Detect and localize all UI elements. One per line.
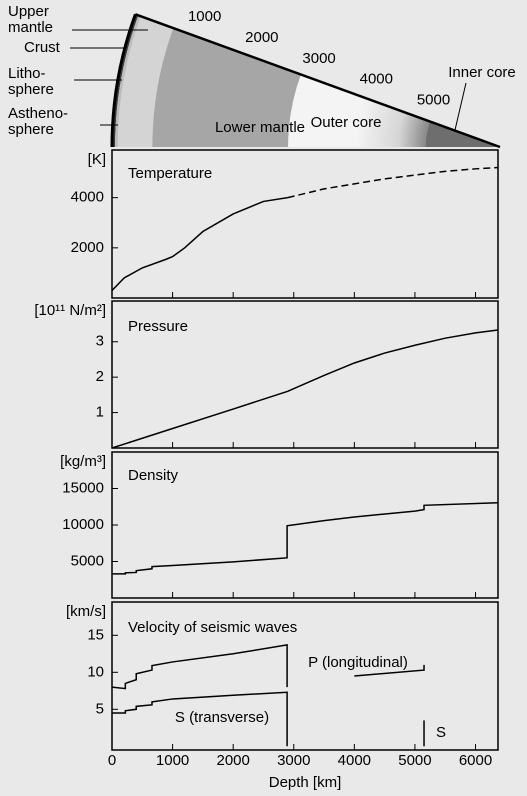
wedge-edge [134,13,501,149]
y-tick-label: 1 [96,404,104,421]
y-tick-label: 4000 [71,189,104,206]
panel-frame [111,601,499,751]
wedge-leaders [70,29,467,131]
panel-title: Pressure [128,318,188,335]
layer-label: Litho- [8,65,46,82]
y-tick-label: 2 [96,368,104,385]
layer-label: mantle [8,19,53,36]
panel-title: Density [128,467,179,484]
upper-mantle [117,16,174,147]
outer-core [288,74,430,147]
depth-mark-label: 4000 [360,71,393,88]
crust [112,14,139,147]
depth-mark-label: 2000 [245,29,278,46]
x-tick-label: 5000 [398,752,431,769]
y-unit-label: [10¹¹ N/m²] [34,302,106,319]
x-tick-label: 2000 [216,752,249,769]
layer-label: Upper [8,3,49,20]
y-tick-label: 10000 [62,516,104,533]
depth-mark-label: 3000 [302,50,335,67]
data-line [111,329,499,449]
x-tick-label: 4000 [338,752,371,769]
annotation: S (transverse) [175,709,269,726]
data-line [112,645,498,689]
earth-wedge [110,13,501,149]
layer-label: Astheno- [8,105,68,122]
panel-title: Temperature [128,165,212,182]
y-tick-label: 3 [96,333,104,350]
layer-label: Inner core [448,64,516,81]
y-tick-label: 15000 [62,479,104,496]
panel-title: Velocity of seismic waves [128,619,297,636]
lithosphere [115,15,141,147]
y-unit-label: [K] [88,151,106,168]
annotation: P (longitudinal) [308,654,408,671]
x-tick-label: 6000 [459,752,492,769]
depth-mark-label: 1000 [188,8,221,25]
x-tick-label: 0 [108,752,116,769]
y-tick-label: 5000 [71,552,104,569]
layer-label: Outer core [311,114,382,131]
y-unit-label: [kg/m³] [60,453,106,470]
x-tick-label: 3000 [277,752,310,769]
layer-label: Crust [24,39,61,56]
y-tick-label: 2000 [71,239,104,256]
panel-frame [111,149,499,299]
y-unit-label: [km/s] [66,603,106,620]
lower-mantle [152,28,301,147]
layer-label: sphere [8,81,54,98]
y-tick-label: 10 [87,663,104,680]
depth-mark-label: 5000 [417,91,450,108]
layer-label: Lower mantle [215,119,305,136]
layer-label: sphere [8,121,54,138]
y-tick-label: 5 [96,700,104,717]
data-line [287,166,499,199]
annotation: S [436,724,446,741]
data-line [112,501,499,575]
leader-line [454,82,467,131]
x-axis-label: Depth [km] [269,774,342,791]
panel-frame [111,300,499,449]
y-tick-label: 15 [87,626,104,643]
data-line [111,196,288,291]
x-tick-label: 1000 [156,752,189,769]
